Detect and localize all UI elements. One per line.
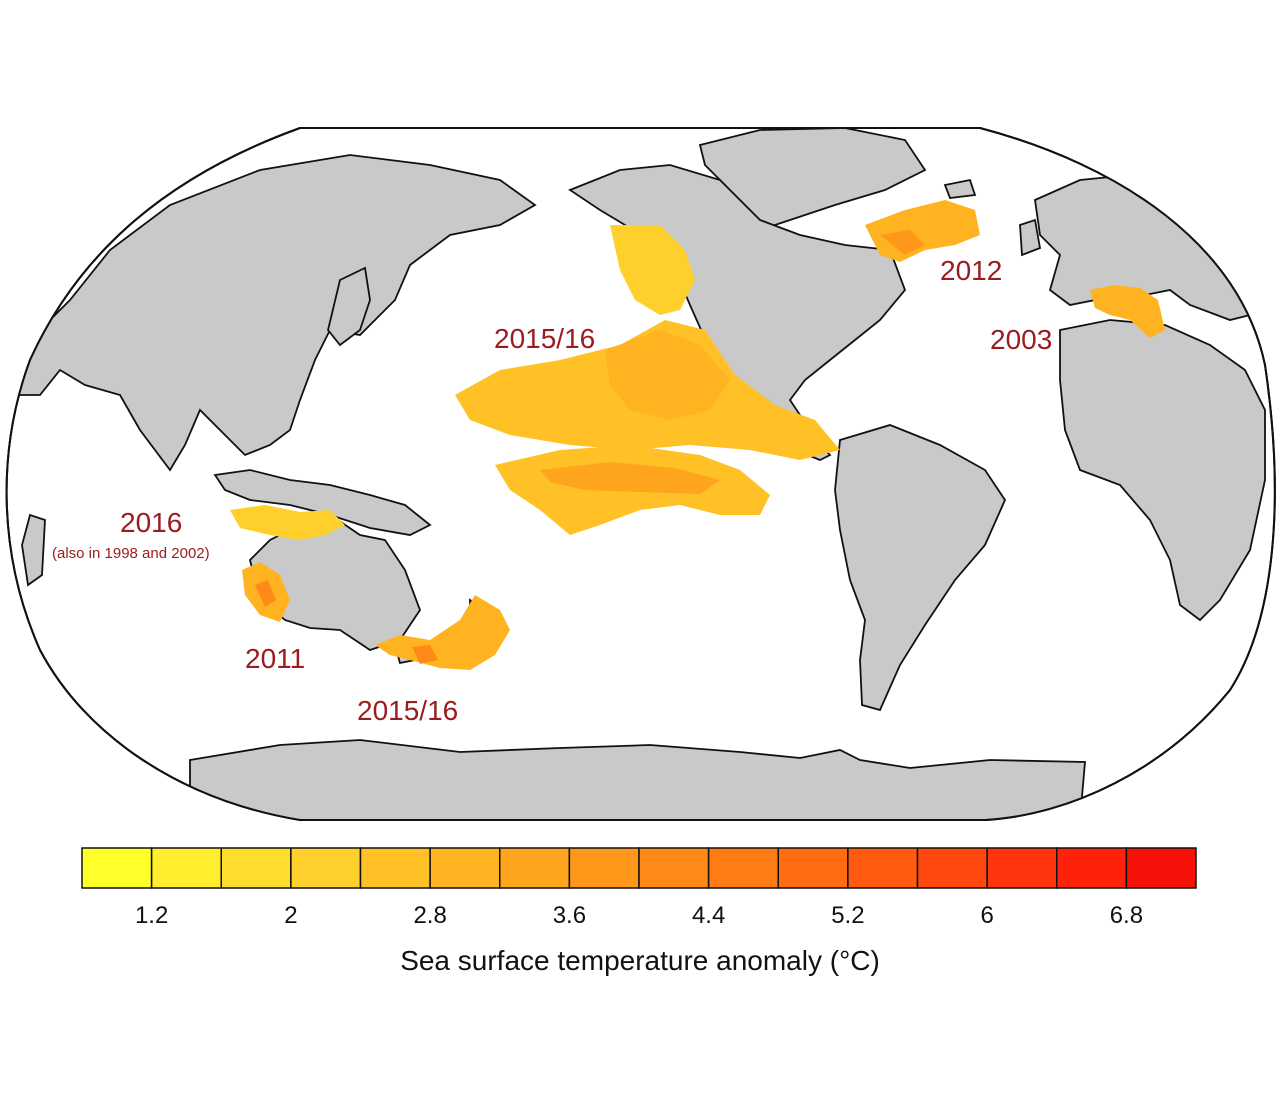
colorbar-tick-label: 4.4	[692, 902, 725, 929]
colorbar-bin	[499, 847, 571, 889]
africa-land	[1059, 319, 1266, 622]
heatwave-northeast-pacific	[455, 225, 840, 535]
colorbar-tick-label: 2	[284, 902, 297, 929]
colorbar-tick-label: 6.8	[1110, 902, 1143, 929]
label-northwest-australia-note: (also in 1998 and 2002)	[52, 545, 210, 562]
label-western-australia: 2011	[245, 643, 305, 674]
colorbar-bin	[81, 847, 153, 889]
madagascar-land	[21, 513, 46, 587]
heatwave-mediterranean	[1090, 285, 1165, 338]
colorbar-bin	[777, 847, 849, 889]
label-northeast-pacific: 2015/16	[494, 323, 595, 354]
colorbar-bin	[429, 847, 501, 889]
british-isles-land	[1019, 218, 1042, 257]
heatwave-north-atlantic	[865, 200, 980, 262]
globe-outline	[5, 127, 1276, 821]
colorbar-bin	[847, 847, 919, 889]
iceland-land	[943, 178, 977, 199]
label-north-atlantic: 2012	[940, 255, 1002, 286]
japan-land	[327, 266, 371, 347]
label-mediterranean: 2003	[990, 324, 1052, 355]
colorbar-bin	[986, 847, 1058, 889]
colorbar-tick-label: 1.2	[135, 902, 168, 929]
colorbar-bin	[568, 847, 640, 889]
colorbar-bin	[220, 847, 292, 889]
colorbar-tick-label: 5.2	[831, 902, 864, 929]
label-tasman-sea: 2015/16	[357, 695, 458, 726]
colorbar-tick-label: 3.6	[553, 902, 586, 929]
colorbar-bin	[150, 847, 222, 889]
south-america-land	[834, 424, 1007, 712]
label-northwest-australia: 2016	[120, 507, 182, 538]
colorbar-bin	[638, 847, 710, 889]
antarctica-land	[189, 739, 1086, 820]
colorbar-title: Sea surface temperature anomaly (°C)	[400, 945, 880, 976]
heatwave-western-australia	[242, 562, 290, 622]
colorbar-bin	[916, 847, 988, 889]
colorbar-bin	[359, 847, 431, 889]
colorbar-bin	[290, 847, 362, 889]
colorbar-ticks: 1.2 2 2.8 3.6 4.4 5.2 6 6.8	[135, 902, 1143, 929]
colorbar	[81, 847, 1197, 889]
colorbar-bin	[1125, 847, 1197, 889]
heatwave-northwest-australia	[230, 505, 345, 540]
colorbar-tick-label: 6	[980, 902, 993, 929]
maritime-southeast-asia-land	[213, 469, 432, 536]
colorbar-bin	[707, 847, 779, 889]
heatwave-tasman-sea	[375, 595, 510, 670]
colorbar-bin	[1056, 847, 1128, 889]
colorbar-tick-label: 2.8	[413, 902, 446, 929]
